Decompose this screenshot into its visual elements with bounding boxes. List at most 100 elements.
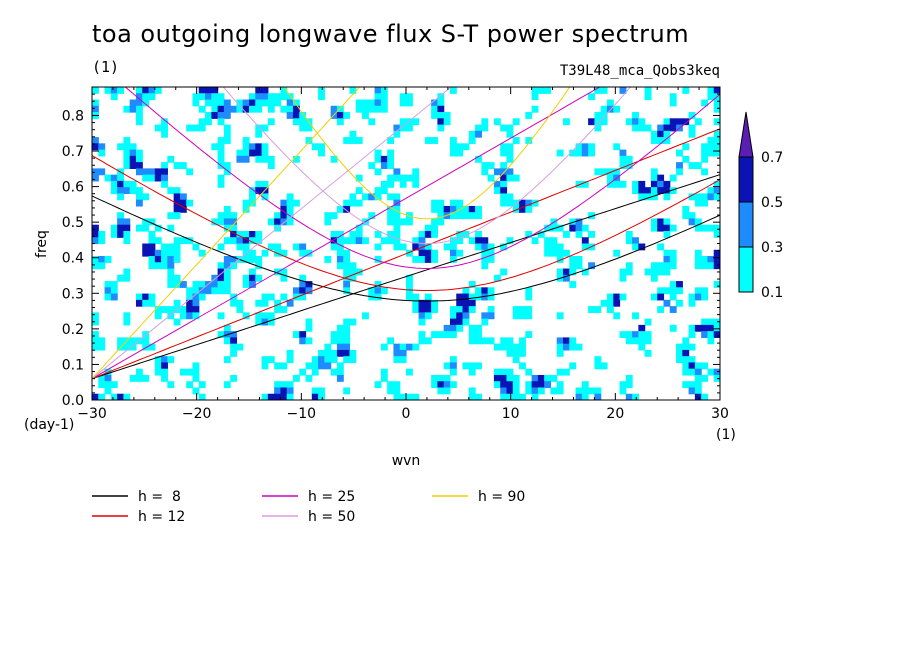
contour-cell [123,143,131,151]
contour-cell [330,337,338,345]
contour-cell [525,368,533,376]
contour-cell [192,99,200,107]
contour-cell [544,374,552,382]
contour-cell [161,356,168,364]
contour-cell [449,331,457,338]
contour-cell [632,187,639,195]
contour-cell [380,237,388,245]
contour-cell [98,237,106,245]
contour-cell [443,118,451,126]
contour-cell [713,249,720,257]
contour-cell [487,162,495,169]
contour-cell [198,118,206,126]
contour-cell [387,137,395,144]
contour-cell [694,218,702,226]
contour-cell [588,118,595,126]
contour-cell [230,230,238,238]
contour-cell [123,180,131,188]
contour-cell [563,249,570,257]
contour-cell [688,130,696,138]
contour-cell [581,393,589,400]
contour-cell [500,343,508,351]
contour-cell [676,149,683,157]
contour-cell [249,249,256,257]
contour-cell [355,174,363,182]
contour-cell [255,256,263,263]
contour-cell [537,230,545,238]
contour-cell [186,306,194,313]
contour-cell [657,137,665,144]
contour-cell [676,162,683,169]
contour-cell [368,287,376,295]
contour-cell [475,243,482,251]
contour-cell [167,249,175,257]
contour-cell [343,237,351,245]
contour-cell [644,349,652,357]
contour-cell [625,337,633,345]
contour-cell [92,237,99,245]
contour-cell [324,218,332,226]
contour-cell [230,374,238,382]
contour-cell [575,218,583,226]
contour-cell [594,112,602,119]
contour-cell [412,237,420,245]
contour-cell [217,155,225,163]
contour-cell [663,249,671,257]
contour-cell [135,187,143,195]
contour-cell [311,143,319,151]
contour-cell [575,393,583,400]
contour-cell [663,187,671,195]
contour-cell [286,199,294,207]
contour-cell [154,262,162,270]
contour-cell [336,337,344,345]
contour-cell [280,205,288,213]
contour-cell [330,230,338,238]
contour-cell [161,124,168,132]
contour-cell [129,155,137,163]
contour-cell [650,224,658,232]
contour-cell [462,299,470,307]
contour-cell [475,155,482,163]
contour-cell [519,393,526,400]
contour-cell [249,93,256,101]
contour-cell [135,337,143,345]
contour-cell [525,230,533,238]
contour-cell [173,205,181,213]
contour-cell [393,174,401,182]
contour-cell [418,299,426,307]
contour-cell [343,281,351,288]
contour-cell [449,205,457,213]
contour-cell [569,262,577,270]
contour-cell [569,268,577,276]
contour-cell [682,143,690,151]
contour-cell [456,324,464,332]
contour-cell [449,87,457,94]
contour-cell [613,180,621,188]
contour-cell [493,187,501,195]
contour-cell [443,331,451,338]
contour-cell [129,99,137,107]
contour-cell [713,368,720,376]
contour-cell [393,212,401,220]
contour-cell [588,306,595,313]
contour-cell [161,249,168,257]
contour-cell [280,249,288,257]
contour-cell [632,331,639,338]
contour-cell [255,124,263,132]
contour-cell [142,193,150,201]
contour-cell [657,306,665,313]
contour-cell [581,243,589,251]
contour-cell [575,256,583,263]
colorbar-segment [738,246,754,293]
contour-cell [255,230,263,238]
contour-cell [462,312,470,320]
contour-cell [663,130,671,138]
contour-cell [663,256,671,263]
contour-cell [437,387,445,395]
x-tick-label: 10 [502,406,520,422]
contour-cell [437,112,445,119]
contour-cell [531,93,539,101]
contour-cell [92,87,99,94]
contour-cell [104,256,112,263]
contour-cell [556,149,564,157]
